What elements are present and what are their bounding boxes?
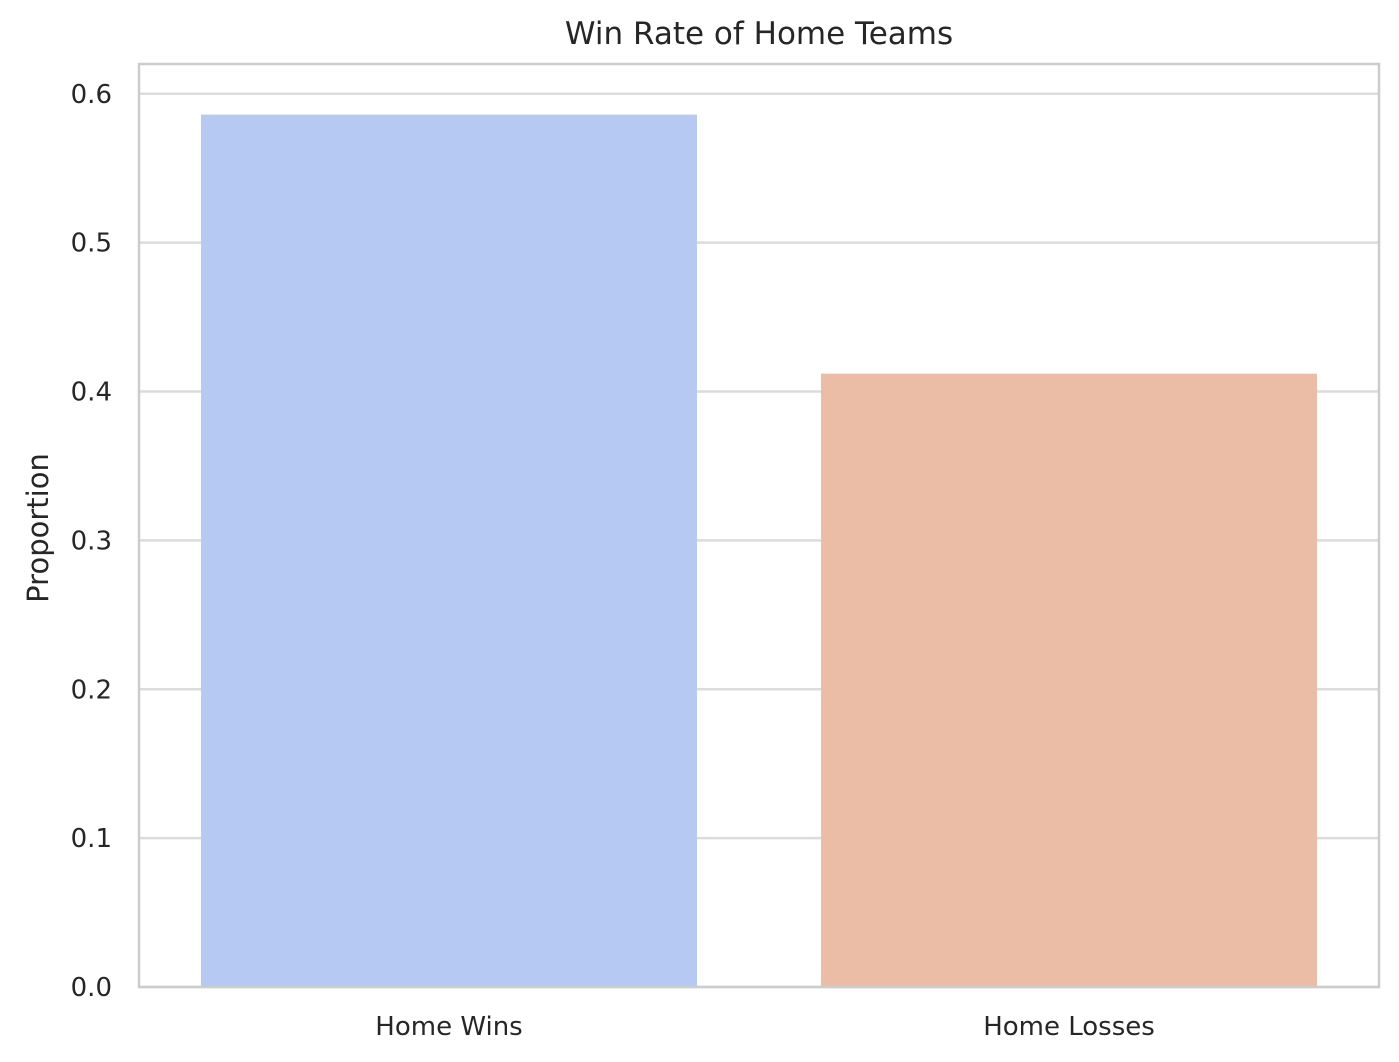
- y-tick-label: 0.3: [71, 526, 112, 556]
- plot-frame: [137, 62, 1381, 989]
- y-tick-labels: 0.0 0.1 0.2 0.3 0.4 0.5 0.6: [71, 80, 112, 1003]
- bar-home-wins: [201, 114, 697, 987]
- bar-home-losses: [821, 373, 1317, 987]
- x-tick-label: Home Wins: [375, 1012, 522, 1042]
- y-tick-label: 0.6: [71, 80, 112, 110]
- y-tick-label: 0.4: [71, 378, 112, 408]
- y-tick-label: 0.1: [71, 824, 112, 854]
- y-tick-label: 0.2: [71, 675, 112, 705]
- chart-title: Win Rate of Home Teams: [565, 16, 953, 52]
- y-tick-label: 0.5: [71, 229, 112, 259]
- x-tick-labels: Home Wins Home Losses: [375, 1012, 1155, 1042]
- y-axis-label: Proportion: [21, 453, 55, 603]
- x-tick-label: Home Losses: [983, 1012, 1155, 1042]
- bars: [201, 114, 1317, 987]
- y-tick-label: 0.0: [71, 973, 112, 1003]
